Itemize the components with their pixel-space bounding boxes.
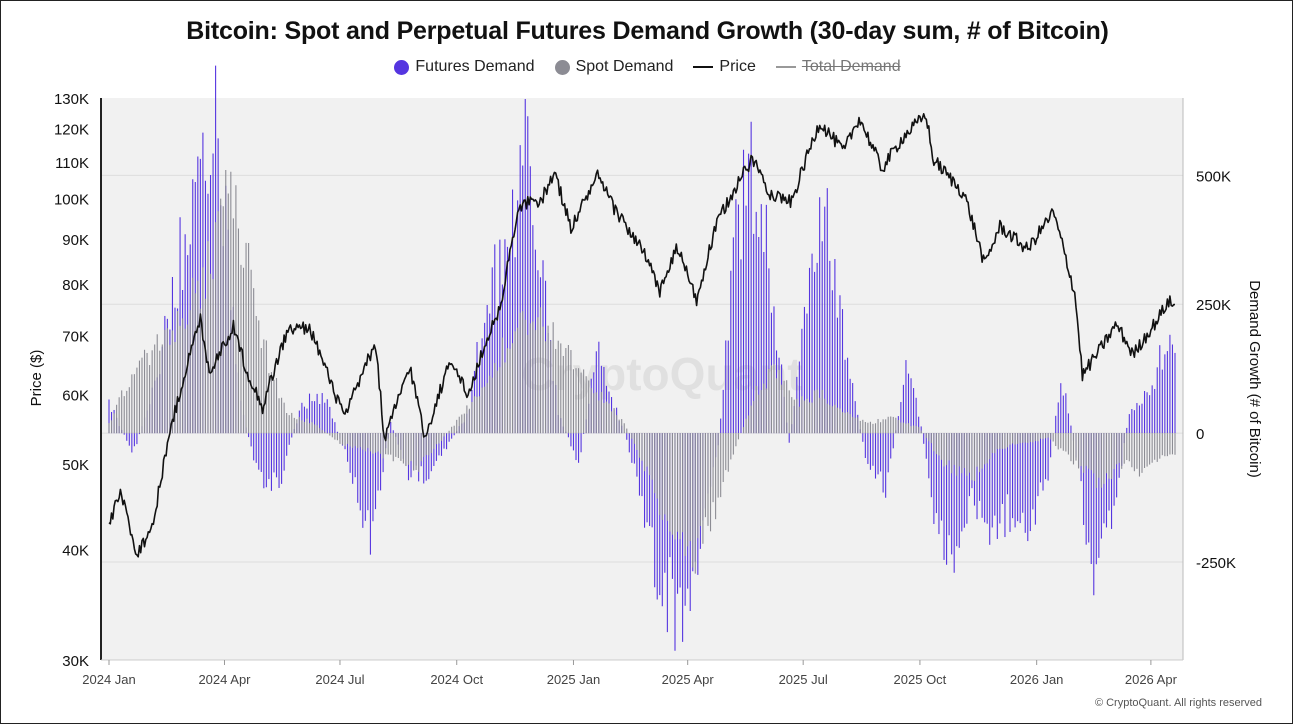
right-tick-label: -250K <box>1196 555 1236 572</box>
left-tick-label: 120K <box>54 122 89 139</box>
x-tick-label: 2025 Jul <box>779 672 828 687</box>
left-tick-label: 90K <box>62 232 89 249</box>
x-tick-label: 2025 Apr <box>662 672 715 687</box>
right-axis-ticks: -250K 0 250K 500K <box>1196 168 1236 572</box>
legend-label-futures-demand: Futures Demand <box>415 58 535 75</box>
right-axis-title: Demand Growth (# of Bitcoin) <box>1246 280 1263 478</box>
legend-item-futures-demand[interactable]: Futures Demand <box>394 58 535 76</box>
left-tick-label: 30K <box>62 653 89 670</box>
right-tick-label: 250K <box>1196 297 1231 314</box>
chart-title: Bitcoin: Spot and Perpetual Futures Dema… <box>186 17 1109 45</box>
left-tick-label: 100K <box>54 192 89 209</box>
x-tick-label: 2024 Apr <box>198 672 251 687</box>
right-tick-label: 500K <box>1196 168 1231 185</box>
left-tick-label: 110K <box>55 155 89 172</box>
x-tick-label: 2024 Jan <box>82 672 136 687</box>
left-tick-label: 130K <box>54 91 89 108</box>
left-tick-label: 70K <box>62 328 89 345</box>
x-tick-label: 2024 Jul <box>315 672 364 687</box>
x-axis-ticks: 2024 Jan 2024 Apr 2024 Jul 2024 Oct 2025 Jan… <box>82 660 1178 687</box>
x-tick-label: 2024 Oct <box>430 672 483 687</box>
spot-demand-bars <box>108 170 1176 574</box>
right-tick-label: 0 <box>1196 426 1204 443</box>
left-tick-label: 60K <box>62 387 89 404</box>
legend-marker-price <box>693 66 714 68</box>
left-tick-label: 40K <box>62 543 89 560</box>
left-tick-label: 80K <box>62 277 89 294</box>
price-line <box>108 113 1175 558</box>
left-axis-title: Price ($) <box>28 350 45 407</box>
legend-item-total-demand[interactable]: Total Demand <box>775 58 901 76</box>
x-tick-label: 2026 Apr <box>1125 672 1178 687</box>
chart-legend: Futures Demand Spot Demand Price Total D… <box>0 58 1295 76</box>
legend-item-price[interactable]: Price <box>693 58 756 76</box>
left-tick-label: 50K <box>62 457 89 474</box>
x-tick-label: 2025 Oct <box>894 672 947 687</box>
legend-label-price: Price <box>719 58 756 75</box>
x-tick-label: 2026 Jan <box>1010 672 1064 687</box>
legend-marker-total-demand <box>775 66 796 68</box>
copyright-credit: © CryptoQuant. All rights reserved <box>1094 697 1262 709</box>
legend-marker-spot-demand <box>554 59 570 75</box>
legend-item-spot-demand[interactable]: Spot Demand <box>554 58 674 76</box>
legend-label-spot-demand: Spot Demand <box>575 58 674 75</box>
x-tick-label: 2025 Jan <box>547 672 601 687</box>
legend-label-total-demand: Total Demand <box>801 58 901 75</box>
left-axis-ticks: 30K 40K 50K 60K 70K 80K 90K 100K 110K 120K 130K <box>54 91 89 670</box>
plot-area <box>101 98 1183 660</box>
legend-marker-futures-demand <box>394 59 410 75</box>
